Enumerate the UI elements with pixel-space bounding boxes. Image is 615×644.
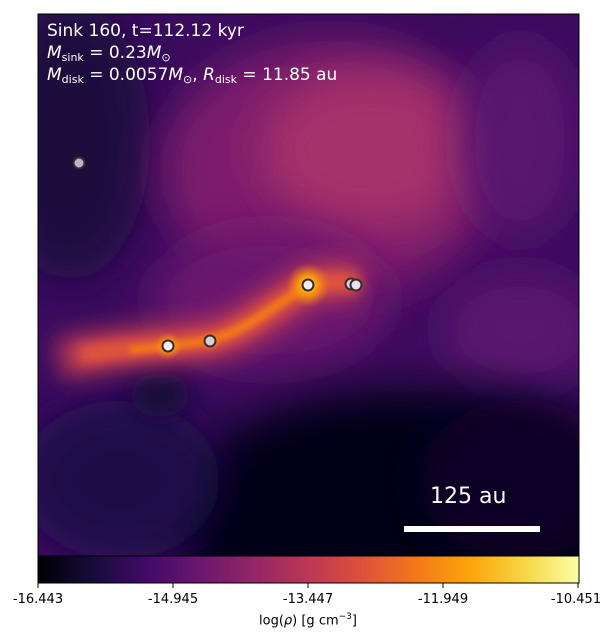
msink-symbol: M xyxy=(47,43,62,63)
sink-particle xyxy=(301,278,315,292)
scale-bar xyxy=(404,526,540,532)
sink-particle xyxy=(203,334,217,348)
scale-bar-label: 125 au xyxy=(430,484,507,509)
rdisk-separator: , xyxy=(192,65,204,85)
rdisk-value: = 11.85 au xyxy=(237,65,338,85)
msink-value: = 0.23 xyxy=(83,43,147,63)
mdisk-subscript: disk xyxy=(61,73,84,86)
sink-particle xyxy=(349,278,363,292)
sink-particle xyxy=(72,156,86,170)
sink-title: Sink 160, t=112.12 kyr xyxy=(47,21,244,41)
disk-properties-line: Mdisk = 0.0057M⊙, Rdisk = 11.85 au xyxy=(47,65,338,86)
cbar-label-units: ) [g cm xyxy=(292,613,339,629)
colorbar-tick-label: -11.949 xyxy=(417,592,469,607)
colorbar-tick-label: -16.443 xyxy=(12,592,64,607)
msun-symbol-2: M xyxy=(168,65,184,85)
colorbar-tick-label: -14.945 xyxy=(147,592,199,607)
msun-symbol: M xyxy=(146,43,162,63)
colorbar xyxy=(37,555,580,584)
rdisk-subscript: disk xyxy=(214,73,238,86)
colorbar-ticks xyxy=(37,583,579,588)
mdisk-symbol: M xyxy=(47,65,62,85)
msun-subscript: ⊙ xyxy=(161,51,171,64)
mdisk-value: = 0.0057 xyxy=(83,65,169,85)
sink-mass-line: Msink = 0.23M⊙ xyxy=(47,43,171,64)
cbar-label-rho: ρ xyxy=(283,613,293,629)
cbar-label-prefix: log( xyxy=(259,613,284,629)
sink-particle xyxy=(161,339,175,353)
msun-subscript-2: ⊙ xyxy=(183,73,193,86)
cbar-label-exponent: −3 xyxy=(338,612,352,622)
msink-subscript: sink xyxy=(61,51,84,64)
colorbar-tick-label: -13.447 xyxy=(282,592,334,607)
cbar-label-end: ] xyxy=(351,613,357,629)
sink-particles xyxy=(72,156,363,353)
colorbar-tick-label: -10.451 xyxy=(550,592,602,607)
colorbar-label: log(ρ) [g cm−3] xyxy=(259,612,357,628)
rdisk-symbol: R xyxy=(203,65,215,85)
